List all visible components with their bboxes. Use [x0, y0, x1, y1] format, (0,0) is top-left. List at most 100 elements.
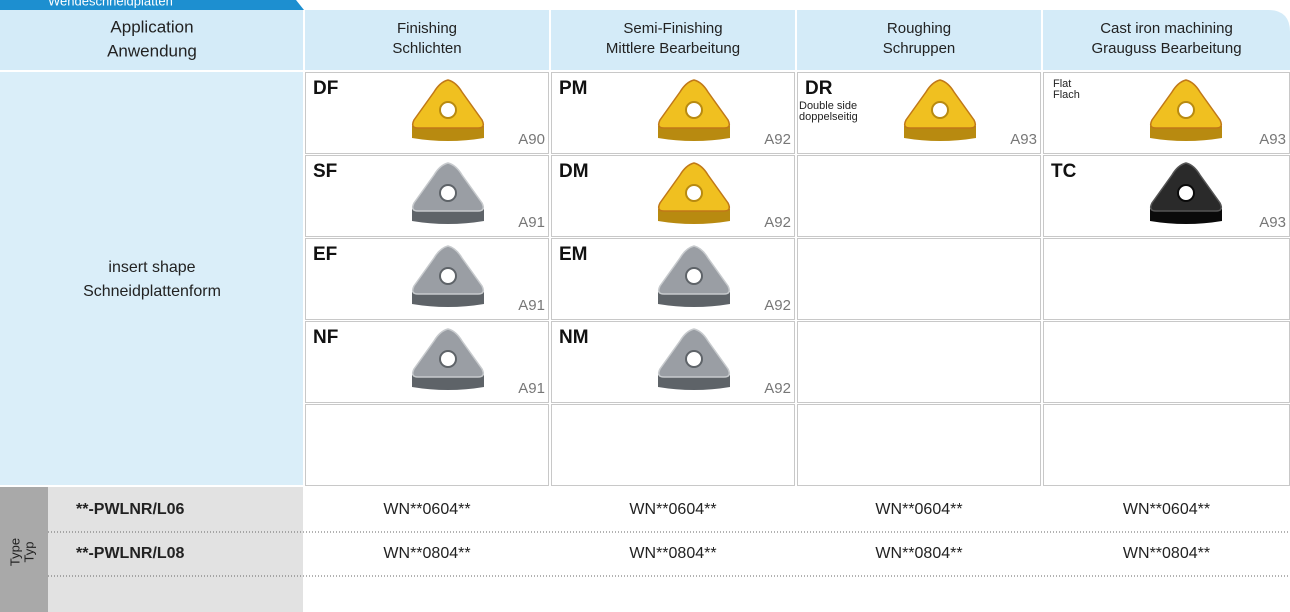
insert-code: SF: [313, 161, 337, 182]
grid-cell: [1043, 238, 1290, 320]
header-text: Semi-Finishing: [623, 20, 722, 37]
header-text: Schruppen: [883, 40, 956, 57]
insert-hole: [685, 350, 703, 368]
header-label: Anwendung: [107, 41, 197, 60]
type-side: [0, 487, 48, 612]
type-name: **-PWLNR/L08: [76, 545, 185, 562]
insert-image: [657, 245, 731, 307]
insert-image: [657, 162, 731, 224]
insert-image: [903, 79, 977, 141]
page-ref: A92: [764, 214, 791, 231]
page-ref: A92: [764, 297, 791, 314]
header-cell: [797, 10, 1041, 70]
grid-cell: [1043, 404, 1290, 486]
page-ref: A90: [518, 131, 545, 148]
page-ref: A91: [518, 297, 545, 314]
insert-image: [657, 79, 731, 141]
header-text: Mittlere Bearbeitung: [606, 40, 740, 57]
insert-note: Flach: [1053, 89, 1080, 101]
insert-side: [412, 209, 484, 224]
header-cell: [305, 10, 549, 70]
page-ref: A93: [1259, 131, 1286, 148]
page-ref: A92: [764, 131, 791, 148]
grid-cell: [551, 404, 795, 486]
header-label: Application: [110, 17, 193, 36]
insert-hole: [931, 101, 949, 119]
page-ref: A92: [764, 380, 791, 397]
type-label-cell: [48, 487, 303, 612]
tab: [0, 0, 304, 10]
insert-hole: [439, 350, 457, 368]
insert-hole: [685, 101, 703, 119]
insert-hole: [685, 267, 703, 285]
tab-label: Wendeschneidplatten: [48, 0, 173, 8]
insert-code: NF: [313, 327, 338, 348]
grid-cell: [797, 238, 1041, 320]
insert-hole: [1177, 184, 1195, 202]
insert-side: [658, 375, 730, 390]
shape-label: insert shape: [108, 259, 195, 276]
insert-code: TC: [1051, 161, 1077, 182]
insert-side: [1150, 209, 1222, 224]
page-ref: A93: [1010, 131, 1037, 148]
insert-note: doppelseitig: [799, 111, 858, 123]
header-text: Grauguss Bearbeitung: [1091, 40, 1241, 57]
insert-code: PM: [559, 78, 588, 99]
insert-hole: [439, 267, 457, 285]
insert-side: [412, 292, 484, 307]
insert-side: [658, 126, 730, 141]
insert-note: Flat: [1053, 78, 1071, 90]
insert-hole: [1177, 101, 1195, 119]
type-value: WN**0604**: [875, 501, 962, 518]
insert-side: [904, 126, 976, 141]
insert-code: DM: [559, 161, 589, 182]
insert-image: [1149, 79, 1223, 141]
insert-code: NM: [559, 327, 589, 348]
grid-cell: [305, 404, 549, 486]
insert-side: [412, 375, 484, 390]
type-value: WN**0804**: [629, 545, 716, 562]
header-text: Schlichten: [392, 40, 461, 57]
header-text: Cast iron machining: [1100, 20, 1233, 37]
page-ref: A93: [1259, 214, 1286, 231]
insert-image: [411, 162, 485, 224]
type-label: Type: [7, 538, 22, 566]
grid-cell: [797, 404, 1041, 486]
insert-code: DR: [805, 78, 833, 99]
insert-image: [411, 328, 485, 390]
insert-code: EF: [313, 244, 337, 265]
type-value: WN**0804**: [875, 545, 962, 562]
shape-label: Schneidplattenform: [83, 283, 221, 300]
page-ref: A91: [518, 380, 545, 397]
header-label-cell: [0, 10, 303, 70]
type-value: WN**0804**: [383, 545, 470, 562]
insert-hole: [439, 101, 457, 119]
header-cell: [551, 10, 795, 70]
insert-note: Double side: [799, 100, 857, 112]
insert-side: [1150, 126, 1222, 141]
insert-image: [657, 328, 731, 390]
grid-cell: [1043, 321, 1290, 403]
header-text: Finishing: [397, 20, 457, 37]
insert-code: DF: [313, 78, 338, 99]
insert-hole: [439, 184, 457, 202]
type-value: WN**0604**: [629, 501, 716, 518]
grid-cell: [797, 155, 1041, 237]
insert-side: [658, 292, 730, 307]
page-ref: A91: [518, 214, 545, 231]
insert-image: [1149, 162, 1223, 224]
header-cell: [1043, 10, 1290, 70]
insert-image: [411, 245, 485, 307]
insert-side: [658, 209, 730, 224]
shape-label-cell: [0, 72, 303, 485]
insert-hole: [685, 184, 703, 202]
header-text: Roughing: [887, 20, 951, 37]
type-value: WN**0804**: [1123, 545, 1210, 562]
insert-code: EM: [559, 244, 588, 265]
grid-cell: [797, 321, 1041, 403]
type-name: **-PWLNR/L06: [76, 501, 185, 518]
insert-side: [412, 126, 484, 141]
type-value: WN**0604**: [1123, 501, 1210, 518]
type-value: WN**0604**: [383, 501, 470, 518]
